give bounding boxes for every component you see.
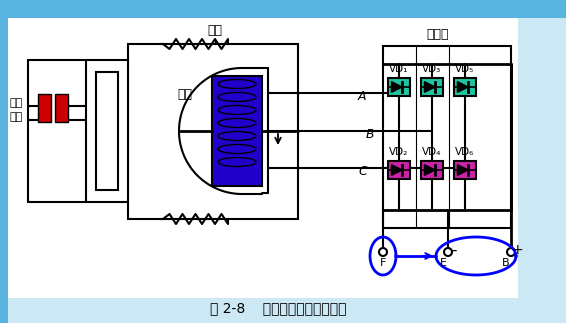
Text: E: E xyxy=(440,258,447,268)
Text: 滑环
电刷: 滑环 电刷 xyxy=(10,99,23,121)
Bar xyxy=(212,76,262,186)
Circle shape xyxy=(507,248,515,256)
Bar xyxy=(388,161,410,179)
Bar xyxy=(8,16,518,298)
Text: 图 2-8    交流发电机工作原理图: 图 2-8 交流发电机工作原理图 xyxy=(210,301,346,315)
Bar xyxy=(0,0,566,18)
Text: VD₄: VD₄ xyxy=(422,147,441,157)
Text: 定子: 定子 xyxy=(208,24,222,37)
Text: B: B xyxy=(366,128,375,141)
Text: +: + xyxy=(511,243,523,257)
Text: VD₆: VD₆ xyxy=(456,147,475,157)
Text: -: - xyxy=(451,243,457,257)
Text: A: A xyxy=(358,89,367,102)
Polygon shape xyxy=(392,165,402,175)
Polygon shape xyxy=(424,165,435,175)
Bar xyxy=(388,78,410,96)
Text: F: F xyxy=(380,258,386,268)
Bar xyxy=(0,0,8,323)
Text: VD₃: VD₃ xyxy=(422,64,441,74)
Text: B: B xyxy=(502,258,510,268)
Text: VD₅: VD₅ xyxy=(456,64,475,74)
Bar xyxy=(383,46,511,228)
Circle shape xyxy=(444,248,452,256)
Polygon shape xyxy=(424,82,435,92)
Circle shape xyxy=(379,248,387,256)
Bar xyxy=(96,72,118,190)
Text: 整流器: 整流器 xyxy=(427,27,449,40)
Bar xyxy=(421,78,443,96)
Text: VD₂: VD₂ xyxy=(389,147,409,157)
Text: 转子: 转子 xyxy=(178,88,192,100)
Bar xyxy=(520,18,566,288)
Bar xyxy=(38,94,51,122)
Bar xyxy=(128,44,298,219)
Polygon shape xyxy=(457,82,468,92)
Text: C: C xyxy=(358,164,367,178)
Bar xyxy=(55,94,68,122)
Text: VD₁: VD₁ xyxy=(389,64,409,74)
Bar xyxy=(86,60,128,202)
Polygon shape xyxy=(392,82,402,92)
Bar xyxy=(454,161,476,179)
Bar xyxy=(454,78,476,96)
Bar xyxy=(421,161,443,179)
Polygon shape xyxy=(457,165,468,175)
